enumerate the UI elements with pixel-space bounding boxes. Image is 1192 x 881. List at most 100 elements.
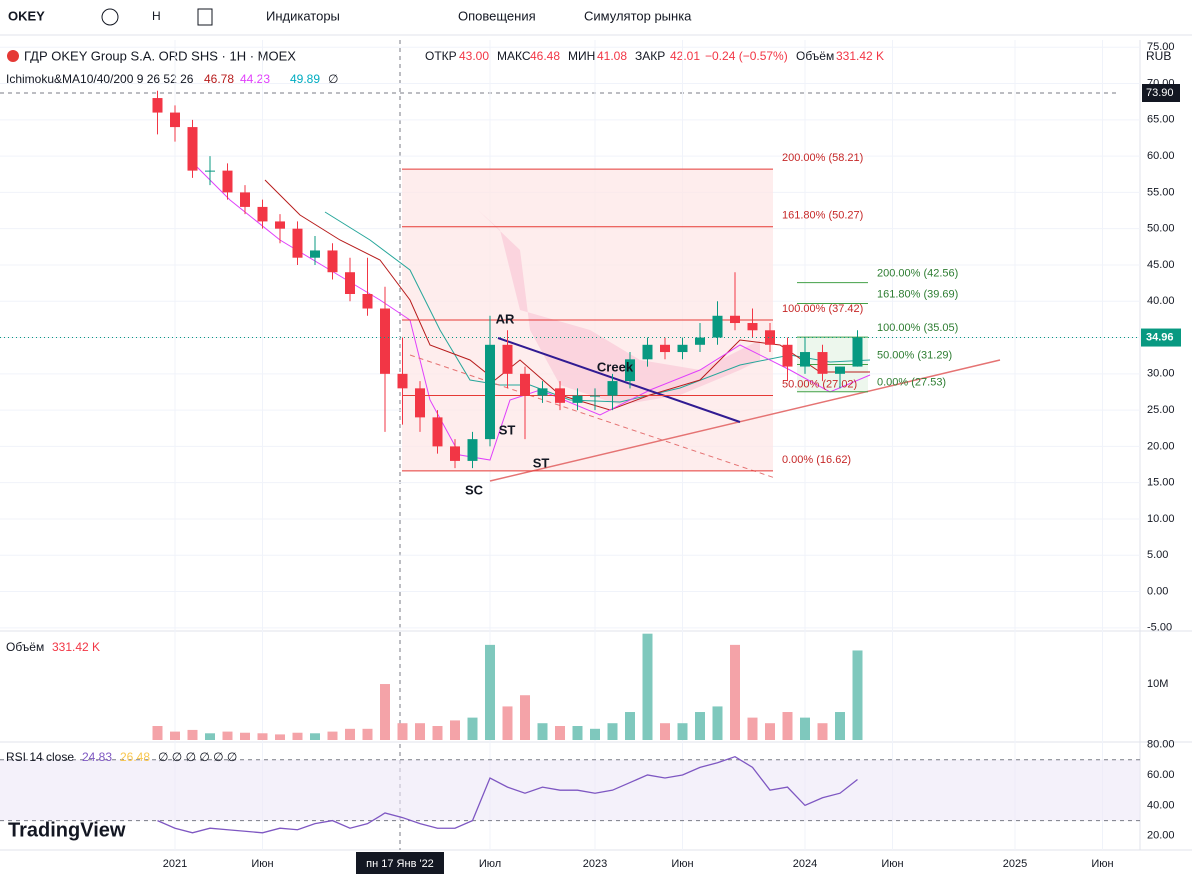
volume-bar xyxy=(660,723,670,740)
annotation: SC xyxy=(465,482,484,497)
y-tick-label: 5.00 xyxy=(1147,549,1168,561)
volume-bar xyxy=(415,723,425,740)
candle-body xyxy=(310,250,320,258)
candle-body xyxy=(152,98,163,113)
volume-bar xyxy=(222,731,233,740)
ichimoku-value: 44.23 xyxy=(240,72,270,86)
crosshair-time-box xyxy=(356,852,444,874)
volume-bar xyxy=(817,723,828,740)
currency[interactable]: RUB xyxy=(1146,49,1171,63)
volume-bar xyxy=(205,733,215,740)
y-tick-label: 65.00 xyxy=(1147,114,1175,126)
volume-bar xyxy=(275,734,285,740)
last-price-box xyxy=(1141,328,1181,347)
logo: TradingView xyxy=(8,819,126,841)
legend-close-label: ЗАКР xyxy=(635,49,665,63)
fib-label: 0.00% (27.53) xyxy=(877,377,946,389)
legend-low-label: МИН xyxy=(568,49,595,63)
candle-body xyxy=(607,381,618,396)
annotation: ST xyxy=(499,422,516,437)
rsi-legend-value: 26.48 xyxy=(120,750,150,764)
volume-bar xyxy=(712,706,723,740)
y-tick-label: 70.00 xyxy=(1147,77,1175,89)
volume-bar xyxy=(310,733,320,740)
candle-body xyxy=(222,170,233,193)
candle-body xyxy=(240,192,250,207)
candle-body xyxy=(467,439,478,461)
x-tick-label: Июн xyxy=(1091,858,1113,870)
candle-body xyxy=(625,359,635,382)
fib-label: 100.00% (35.05) xyxy=(877,322,958,334)
y-tick-label: 45.00 xyxy=(1147,259,1175,271)
volume-bar xyxy=(170,731,180,740)
interval[interactable]: H xyxy=(152,9,161,23)
candle-body xyxy=(362,293,373,309)
creek-line xyxy=(497,337,741,423)
candle-body xyxy=(765,330,775,345)
legend-volume: 331.42 K xyxy=(836,49,884,63)
candle-body xyxy=(292,228,303,258)
x-tick-label: Июл xyxy=(479,858,501,870)
volume-bar xyxy=(397,723,408,740)
add-symbol[interactable] xyxy=(101,8,119,26)
candle-body xyxy=(835,366,845,374)
candle-body xyxy=(415,388,425,418)
volume-bar xyxy=(677,723,688,740)
candle-body xyxy=(537,388,548,396)
volume-bar xyxy=(450,720,460,740)
candle-body xyxy=(590,395,600,397)
legend-volume-label: Объём xyxy=(796,49,834,63)
x-tick-label: 2021 xyxy=(163,858,187,870)
volume-bar xyxy=(537,723,548,740)
x-tick-label: 2025 xyxy=(1003,858,1027,870)
fib-label: 0.00% (16.62) xyxy=(782,454,851,466)
volume-bar xyxy=(187,729,198,740)
candle-body xyxy=(327,250,338,273)
candle-body xyxy=(450,446,460,461)
fib-label: 50.00% (27.02) xyxy=(782,378,857,390)
crosshair-time: пн 17 Янв '22 xyxy=(366,858,434,870)
candle-body xyxy=(852,337,863,367)
volume-bar xyxy=(485,644,495,740)
candle-body xyxy=(642,344,653,360)
volume-bar xyxy=(240,732,250,740)
volume-bar xyxy=(327,731,338,740)
candle-body xyxy=(712,315,723,338)
candle-body xyxy=(572,395,583,403)
moving-average xyxy=(189,159,871,461)
x-tick-label: Июн xyxy=(671,858,693,870)
rsi-line xyxy=(157,755,858,834)
y-tick-label: 60.00 xyxy=(1147,150,1175,162)
volume-bar xyxy=(800,717,810,740)
rsi-legend-value: ∅ ∅ ∅ ∅ ∅ ∅ xyxy=(158,750,237,764)
y-tick-label: 30.00 xyxy=(1147,368,1175,380)
x-tick-label: 2024 xyxy=(793,858,817,870)
y-tick-label: 0.00 xyxy=(1147,585,1168,597)
fib-label: 100.00% (37.42) xyxy=(782,303,863,315)
candle-body xyxy=(782,344,793,367)
candle-body xyxy=(170,112,180,128)
replay[interactable]: Симулятор рынка xyxy=(584,8,692,23)
dashed-line xyxy=(409,354,776,479)
rsi-legend-value: 24.83 xyxy=(82,750,112,764)
legend-close: 42.01 xyxy=(670,49,700,63)
volume-bar xyxy=(625,712,635,740)
candle-body xyxy=(485,344,495,440)
ichimoku-kijun xyxy=(264,179,870,411)
volume-bar xyxy=(362,728,373,740)
ichimoku-value: 46.78 xyxy=(204,72,234,86)
moving-average xyxy=(324,211,871,403)
chart-type[interactable] xyxy=(197,8,213,26)
indicators[interactable]: Индикаторы xyxy=(266,8,340,23)
y-tick-label: 55.00 xyxy=(1147,186,1175,198)
fib-label: 161.80% (50.27) xyxy=(782,210,863,222)
y-tick-label: 20.00 xyxy=(1147,830,1175,842)
y-tick-label: 40.00 xyxy=(1147,799,1175,811)
y-tick-label: 40.00 xyxy=(1147,295,1175,307)
fib-label: 200.00% (58.21) xyxy=(782,152,863,164)
x-tick-label: Июн xyxy=(251,858,273,870)
alerts[interactable]: Оповещения xyxy=(458,8,536,23)
crosshair-price: 73.90 xyxy=(1146,87,1174,99)
symbol[interactable]: OKEY xyxy=(8,8,45,23)
y-tick-label: 25.00 xyxy=(1147,404,1175,416)
